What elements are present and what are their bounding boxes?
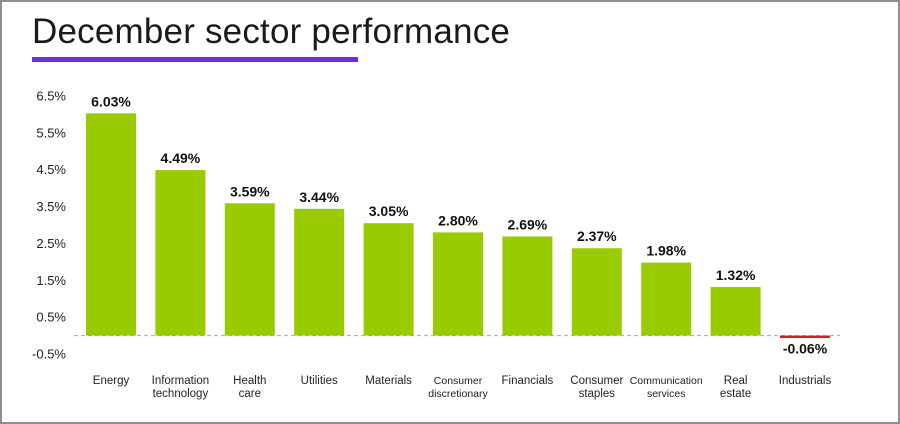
data-label: 2.37% bbox=[577, 228, 617, 244]
bar bbox=[780, 335, 830, 339]
y-tick-label: 6.5% bbox=[36, 89, 66, 104]
bar bbox=[641, 262, 692, 336]
category-label: Industrials bbox=[779, 375, 832, 387]
y-tick-label: -0.5% bbox=[32, 347, 66, 362]
y-tick-label: 0.5% bbox=[36, 310, 66, 325]
y-tick-label: 3.5% bbox=[36, 199, 66, 214]
y-tick-label: 4.5% bbox=[36, 162, 66, 177]
bar bbox=[433, 232, 483, 336]
bar bbox=[571, 248, 622, 336]
category-label: estate bbox=[720, 388, 751, 400]
y-tick-label: 1.5% bbox=[36, 273, 66, 288]
category-label: Consumer bbox=[434, 375, 483, 387]
bar bbox=[294, 208, 345, 336]
category-label: Communication bbox=[630, 375, 703, 387]
data-label: -0.06% bbox=[783, 341, 828, 357]
y-tick-label: 2.5% bbox=[36, 236, 66, 251]
bar bbox=[224, 203, 275, 336]
bar bbox=[363, 223, 414, 336]
category-label: discretionary bbox=[428, 388, 488, 400]
category-label: Utilities bbox=[301, 375, 338, 387]
data-label: 3.05% bbox=[369, 203, 409, 219]
category-label: Health bbox=[233, 375, 266, 387]
data-label: 1.98% bbox=[646, 243, 686, 259]
category-label: Financials bbox=[502, 375, 554, 387]
y-tick-label: 5.5% bbox=[36, 125, 66, 140]
data-label: 3.59% bbox=[230, 183, 270, 199]
category-label: Consumer bbox=[570, 375, 623, 387]
category-label: staples bbox=[579, 388, 616, 400]
category-label: Information bbox=[152, 375, 210, 387]
category-label: Real bbox=[724, 375, 748, 387]
title-underline bbox=[32, 57, 358, 62]
category-label: services bbox=[647, 388, 686, 400]
category-label: Energy bbox=[93, 375, 130, 387]
bar bbox=[710, 286, 761, 336]
data-label: 6.03% bbox=[91, 93, 131, 109]
data-label: 1.32% bbox=[716, 267, 756, 283]
bar bbox=[86, 113, 136, 336]
bar bbox=[502, 236, 553, 336]
category-label: Materials bbox=[365, 375, 412, 387]
bar bbox=[155, 170, 206, 336]
data-label: 3.44% bbox=[299, 189, 339, 205]
data-label: 4.49% bbox=[161, 150, 201, 166]
category-label: technology bbox=[153, 388, 209, 400]
data-label: 2.69% bbox=[508, 216, 548, 232]
chart-title: December sector performance bbox=[32, 12, 511, 51]
data-label: 2.80% bbox=[438, 212, 478, 228]
category-label: care bbox=[239, 388, 261, 400]
